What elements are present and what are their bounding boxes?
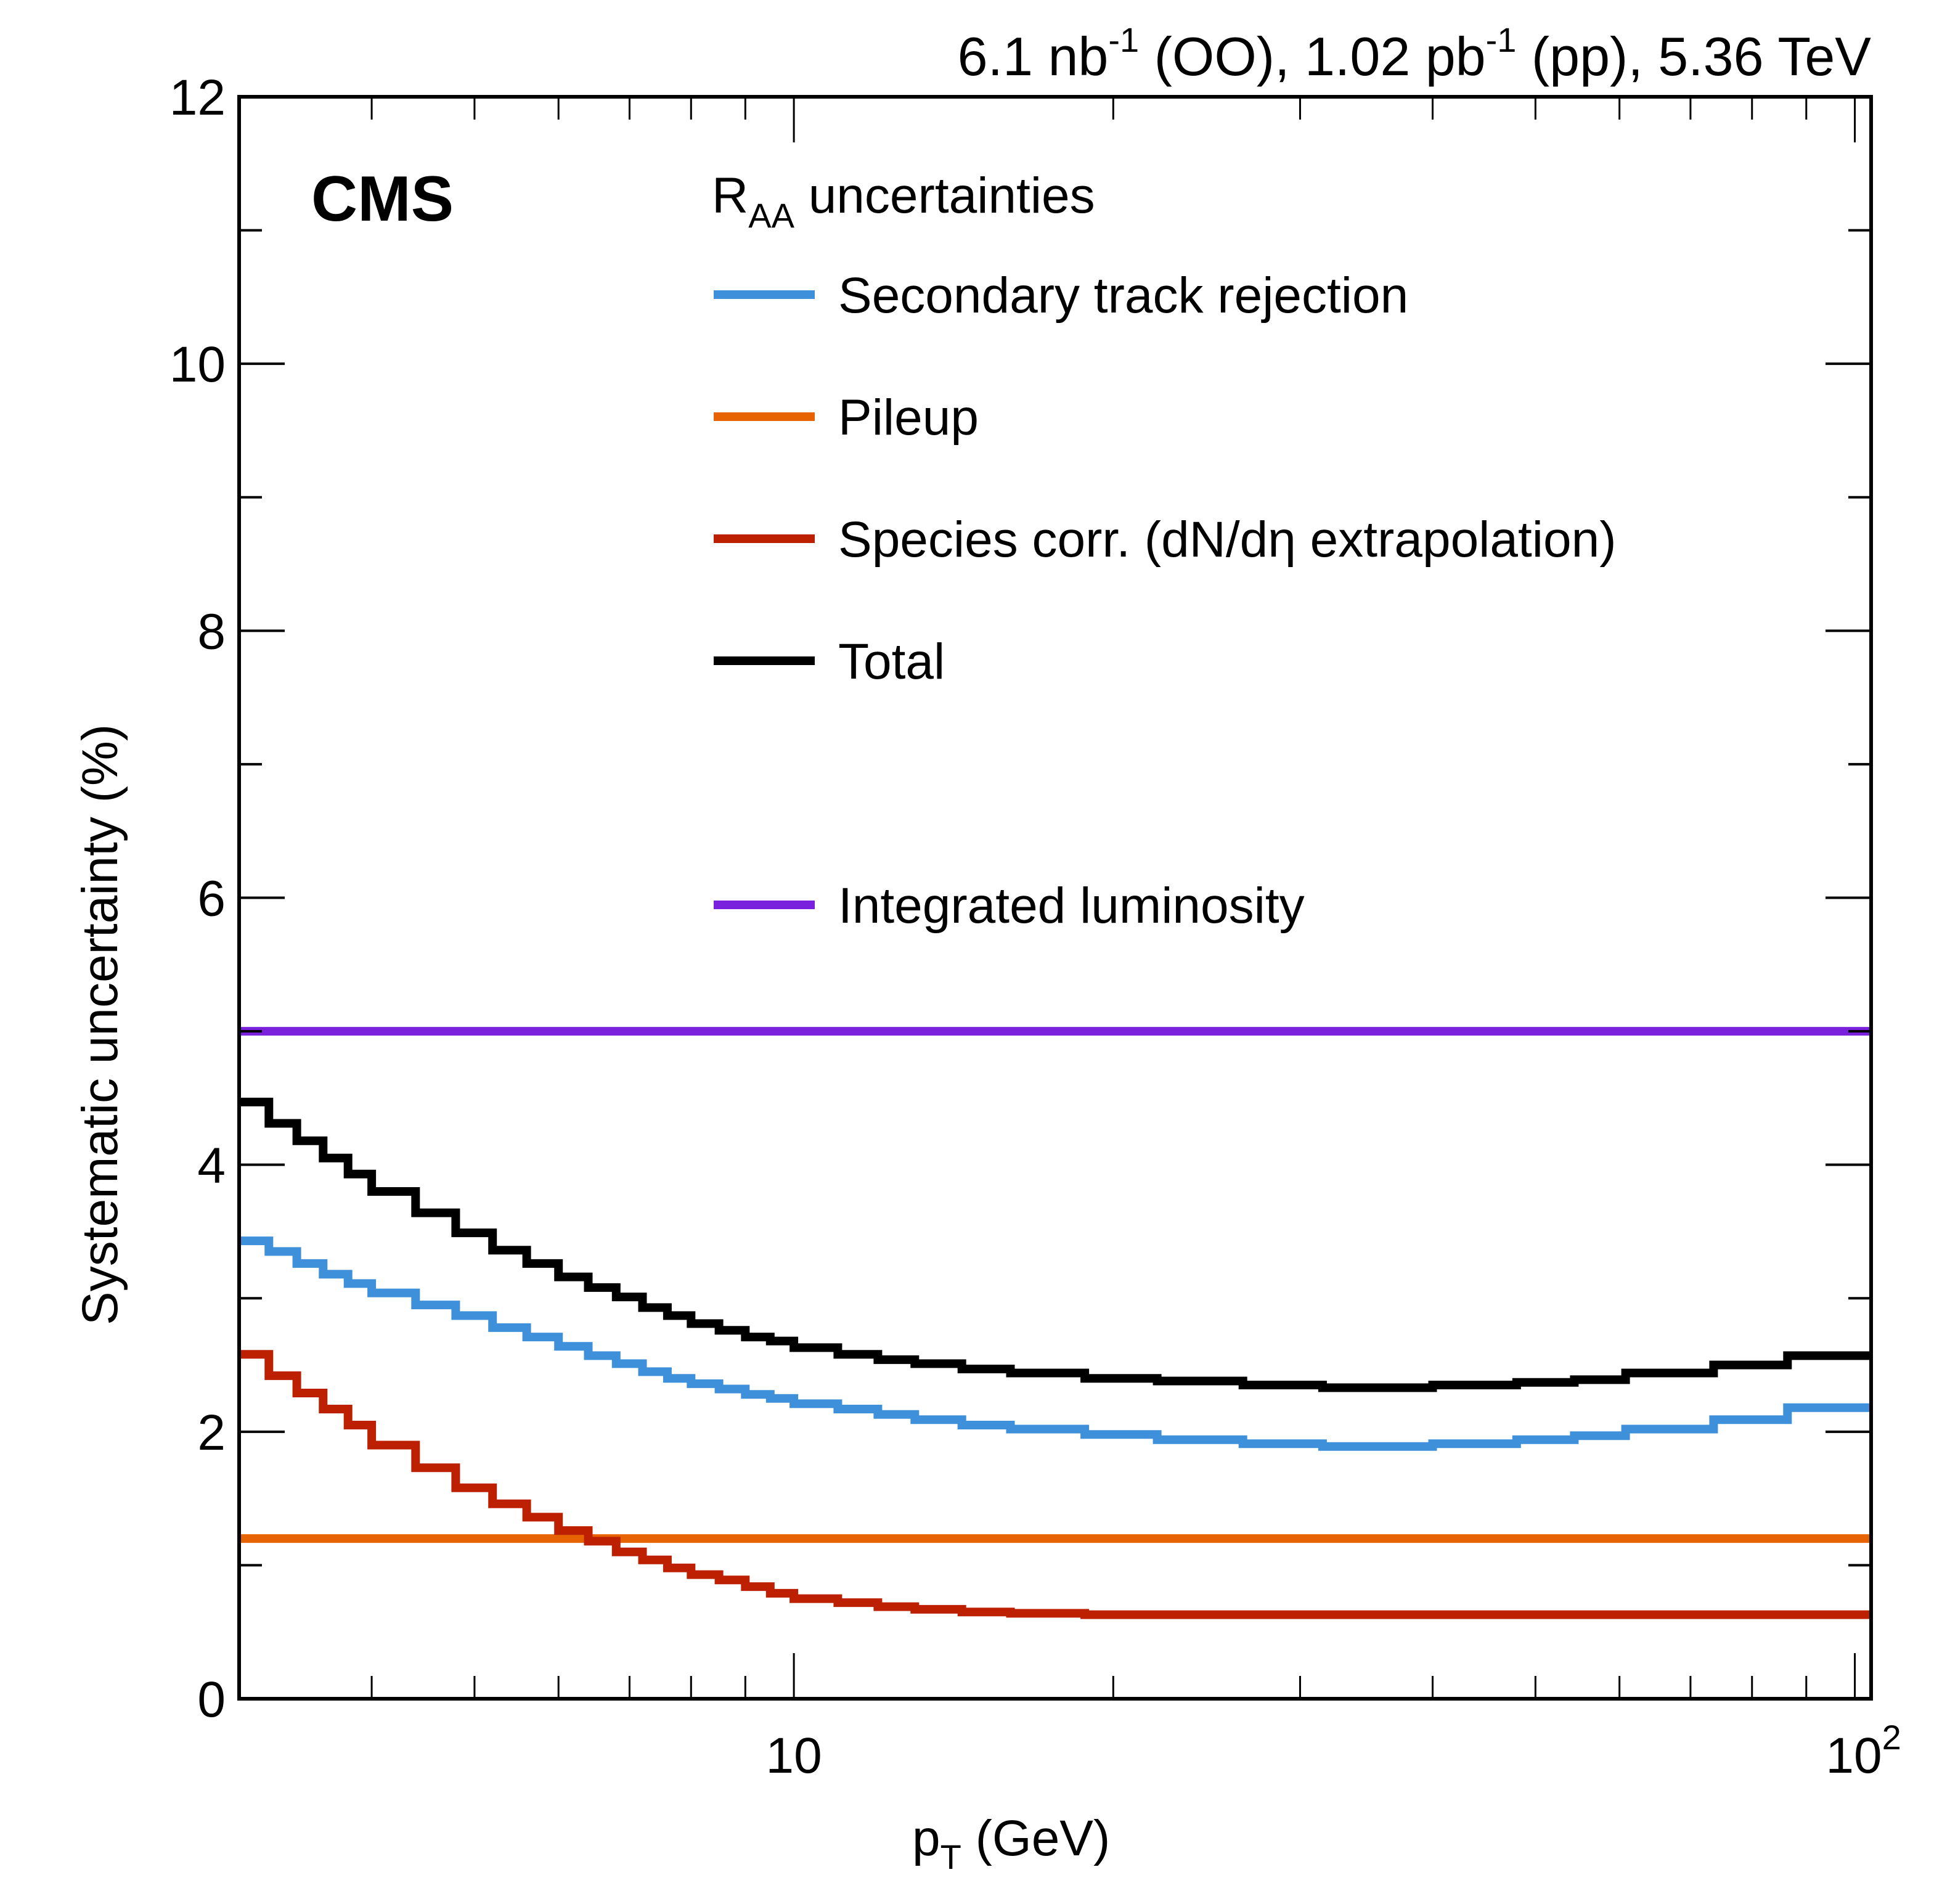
lumi-part1: 6.1 nb: [958, 26, 1109, 87]
y-tick-label: 6: [197, 871, 226, 927]
legend-item-integrated-luminosity: Integrated luminosity: [714, 878, 1305, 934]
legend-label: Total: [838, 634, 945, 690]
x-tick-label: 102: [1826, 1718, 1901, 1784]
x-axis-title-rest: (GeV): [961, 1810, 1110, 1866]
legend-header: RAA uncertainties: [712, 168, 1095, 235]
legend-header-sub: AA: [748, 196, 794, 235]
x-axis-title: pT (GeV): [912, 1810, 1110, 1876]
legend-label: Species corr. (dN/dη extrapolation): [838, 512, 1617, 568]
lumi-sup2: -1: [1486, 20, 1517, 59]
legend-header-rest: uncertainties: [794, 168, 1095, 224]
x-axis-title-main: p: [912, 1810, 940, 1866]
y-axis-title: Systematic uncertainty (%): [72, 724, 128, 1325]
series-line-total: [239, 1097, 1871, 1392]
legend-header-main: R: [712, 168, 748, 224]
legend-item-pileup: Pileup: [714, 390, 979, 446]
lumi-sup1: -1: [1108, 20, 1139, 59]
series-total: [239, 1097, 1871, 1392]
legend-label: Integrated luminosity: [838, 878, 1305, 934]
series-species-corr-dn-d-extrapolation: [239, 1350, 1871, 1619]
series-secondary-track-rejection: [239, 1236, 1871, 1451]
luminosity-label: 6.1 nb-1 (OO), 1.02 pb-1 (pp), 5.36 TeV: [958, 20, 1872, 87]
series-line-secondary-track-rejection: [239, 1236, 1871, 1451]
y-tick-label: 4: [197, 1138, 226, 1194]
experiment-label: CMS: [311, 163, 454, 235]
y-tick-label: 0: [197, 1672, 226, 1728]
legend-item-total: Total: [714, 634, 945, 690]
y-tick-label: 10: [169, 337, 226, 393]
legend-item-species-corr-dn-d-extrapolation: Species corr. (dN/dη extrapolation): [714, 512, 1617, 568]
y-tick-label: 8: [197, 603, 226, 660]
lumi-part3: (pp), 5.36 TeV: [1516, 26, 1871, 87]
legend-label: Secondary track rejection: [838, 268, 1408, 324]
series-line-species-corr-dn-d-extrapolation: [239, 1350, 1871, 1619]
y-tick-label: 2: [197, 1405, 226, 1461]
x-tick-label: 10: [766, 1728, 822, 1784]
y-tick-label: 12: [169, 70, 226, 126]
legend-label: Pileup: [838, 390, 979, 446]
legend: Secondary track rejection Pileup Species c…: [714, 268, 1617, 934]
lumi-part2: (OO), 1.02 pb: [1139, 26, 1485, 87]
x-axis-title-sub: T: [940, 1837, 961, 1876]
axis-ticks: 0 2 4 6 8 10 12 10 102: [169, 70, 1901, 1784]
legend-item-secondary-track-rejection: Secondary track rejection: [714, 268, 1408, 324]
series-layer: [239, 1027, 1871, 1619]
